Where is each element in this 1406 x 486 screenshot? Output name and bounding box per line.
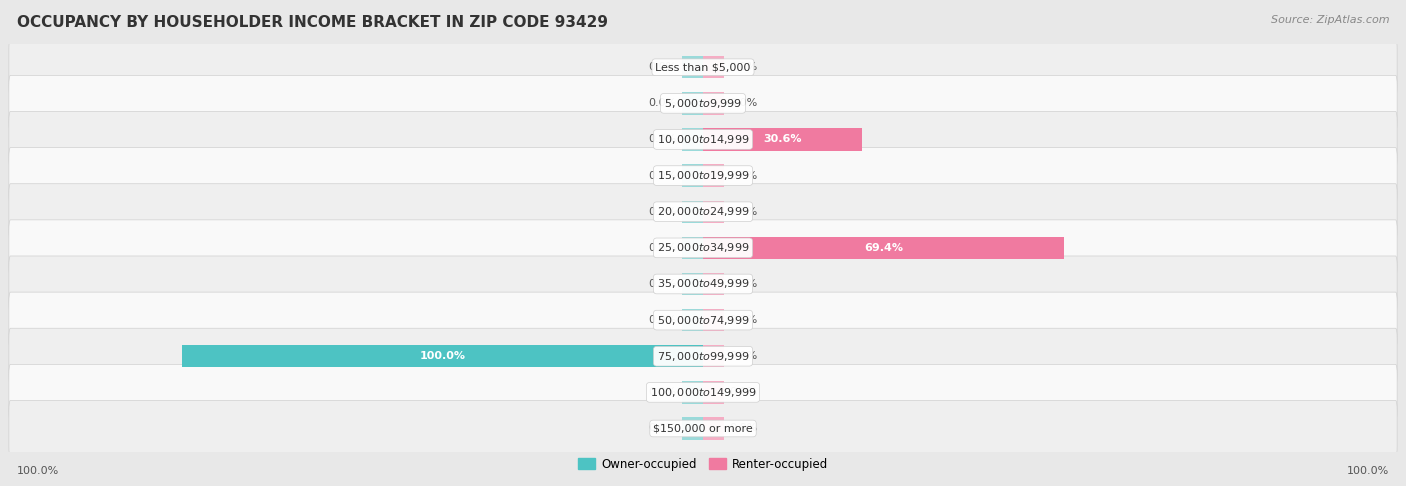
FancyBboxPatch shape (8, 75, 1398, 131)
Bar (682, 128, 703, 151)
Bar (703, 92, 724, 115)
Text: 0.0%: 0.0% (648, 243, 676, 253)
Text: 69.4%: 69.4% (865, 243, 903, 253)
Bar (703, 417, 724, 440)
Bar (682, 92, 703, 115)
Bar (682, 273, 703, 295)
Text: 0.0%: 0.0% (648, 279, 676, 289)
FancyBboxPatch shape (8, 39, 1398, 95)
Text: 0.0%: 0.0% (648, 387, 676, 398)
Bar (703, 273, 724, 295)
Text: $20,000 to $24,999: $20,000 to $24,999 (657, 205, 749, 218)
Text: 0.0%: 0.0% (648, 62, 676, 72)
Text: 0.0%: 0.0% (648, 315, 676, 325)
FancyBboxPatch shape (8, 400, 1398, 456)
Text: 0.0%: 0.0% (648, 171, 676, 181)
Bar (682, 164, 703, 187)
Text: $25,000 to $34,999: $25,000 to $34,999 (657, 242, 749, 254)
Bar (682, 381, 703, 403)
Text: 0.0%: 0.0% (648, 207, 676, 217)
Text: 0.0%: 0.0% (648, 423, 676, 434)
Text: 100.0%: 100.0% (17, 466, 59, 476)
Text: 0.0%: 0.0% (648, 98, 676, 108)
Text: Source: ZipAtlas.com: Source: ZipAtlas.com (1271, 15, 1389, 25)
FancyBboxPatch shape (8, 220, 1398, 276)
Text: 0.0%: 0.0% (730, 98, 758, 108)
Text: OCCUPANCY BY HOUSEHOLDER INCOME BRACKET IN ZIP CODE 93429: OCCUPANCY BY HOUSEHOLDER INCOME BRACKET … (17, 15, 607, 30)
Legend: Owner-occupied, Renter-occupied: Owner-occupied, Renter-occupied (572, 453, 834, 475)
Text: 0.0%: 0.0% (648, 135, 676, 144)
FancyBboxPatch shape (8, 328, 1398, 384)
Text: $10,000 to $14,999: $10,000 to $14,999 (657, 133, 749, 146)
Bar (703, 56, 724, 78)
Bar (682, 309, 703, 331)
Text: 0.0%: 0.0% (730, 423, 758, 434)
Bar (183, 345, 703, 367)
Text: 0.0%: 0.0% (730, 171, 758, 181)
Bar (682, 417, 703, 440)
Bar (703, 237, 1064, 259)
FancyBboxPatch shape (8, 364, 1398, 420)
Text: $50,000 to $74,999: $50,000 to $74,999 (657, 313, 749, 327)
Bar (703, 309, 724, 331)
Text: 0.0%: 0.0% (730, 351, 758, 361)
Text: $15,000 to $19,999: $15,000 to $19,999 (657, 169, 749, 182)
Text: 0.0%: 0.0% (730, 62, 758, 72)
Text: $100,000 to $149,999: $100,000 to $149,999 (650, 386, 756, 399)
Text: $5,000 to $9,999: $5,000 to $9,999 (664, 97, 742, 110)
Text: 30.6%: 30.6% (763, 135, 801, 144)
Bar (703, 128, 862, 151)
Bar (703, 164, 724, 187)
Text: 0.0%: 0.0% (730, 387, 758, 398)
Bar (682, 237, 703, 259)
Text: $75,000 to $99,999: $75,000 to $99,999 (657, 350, 749, 363)
FancyBboxPatch shape (8, 256, 1398, 312)
Text: 0.0%: 0.0% (730, 207, 758, 217)
Bar (703, 381, 724, 403)
Text: 0.0%: 0.0% (730, 315, 758, 325)
Text: 0.0%: 0.0% (730, 279, 758, 289)
FancyBboxPatch shape (8, 292, 1398, 348)
FancyBboxPatch shape (8, 148, 1398, 204)
Bar (703, 345, 724, 367)
Text: 100.0%: 100.0% (419, 351, 465, 361)
Bar (703, 201, 724, 223)
Bar (682, 56, 703, 78)
Text: $35,000 to $49,999: $35,000 to $49,999 (657, 278, 749, 291)
FancyBboxPatch shape (8, 184, 1398, 240)
Bar (682, 201, 703, 223)
FancyBboxPatch shape (8, 111, 1398, 168)
Text: $150,000 or more: $150,000 or more (654, 423, 752, 434)
Text: 100.0%: 100.0% (1347, 466, 1389, 476)
Text: Less than $5,000: Less than $5,000 (655, 62, 751, 72)
